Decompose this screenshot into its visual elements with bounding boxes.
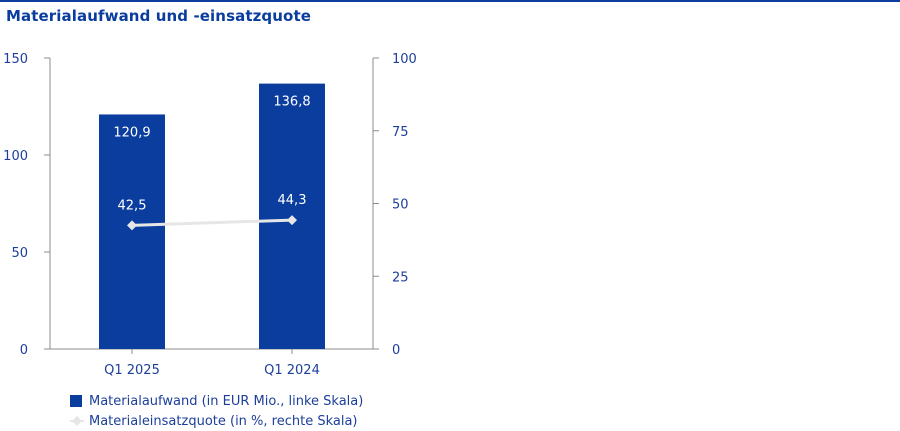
legend-item-materialaufwand: Materialaufwand (in EUR Mio., linke Skal… [70,391,363,411]
bar [99,114,165,349]
legend-swatch-bar [70,395,82,407]
line-value-label: 44,3 [278,193,307,208]
left-tick-label: 50 [11,246,28,261]
line-point [287,215,297,226]
left-tick-label: 100 [3,149,28,164]
right-tick-label: 100 [392,52,417,67]
bar-value-label: 120,9 [113,125,150,140]
legend-label-materialeinsatzquote: Materialeinsatzquote (in %, rechte Skala… [89,413,358,429]
legend-swatch-line [70,415,84,427]
left-tick-label: 150 [3,52,28,67]
x-tick-label: Q1 2024 [264,363,320,378]
legend-item-materialeinsatzquote: Materialeinsatzquote (in %, rechte Skala… [70,411,363,431]
bar-value-label: 136,8 [273,95,310,110]
line-point [127,220,137,231]
right-tick-label: 75 [392,125,409,140]
line-series [131,218,293,227]
legend-label-materialaufwand: Materialaufwand (in EUR Mio., linke Skal… [89,393,364,409]
chart-title: Materialaufwand und -einsatzquote [6,7,311,25]
legend: Materialaufwand (in EUR Mio., linke Skal… [70,391,363,431]
top-rule [0,0,900,2]
x-tick-label: Q1 2025 [104,363,160,378]
right-tick-label: 50 [392,198,409,213]
line-value-label: 42,5 [118,198,147,213]
left-tick-label: 0 [20,343,28,358]
right-tick-label: 25 [392,270,409,285]
right-tick-label: 0 [392,343,400,358]
chart-area: 0 50 100 150 0 25 50 75 100 120,9 136,8 Q1 2025 Q1 2… [3,52,417,378]
